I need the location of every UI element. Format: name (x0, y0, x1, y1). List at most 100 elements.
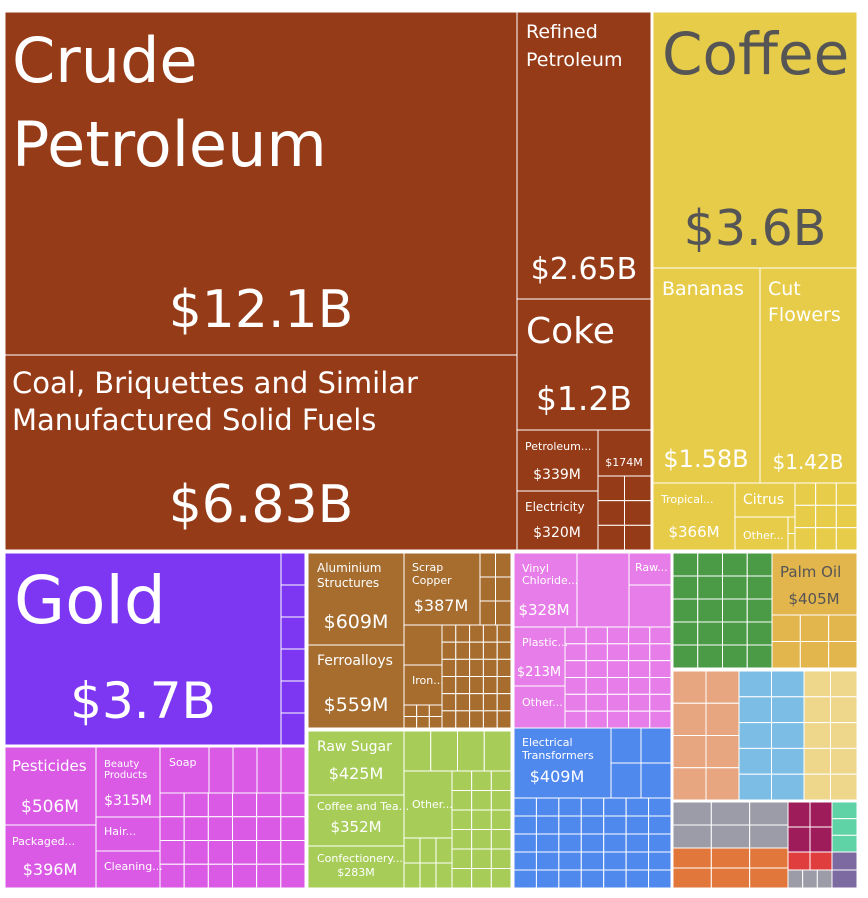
filler-tile-animal[interactable] (722, 575, 748, 600)
filler-tile-machines-2[interactable] (535, 797, 560, 817)
filler-tile-metals[interactable] (482, 658, 498, 677)
filler-tile-plastics-3[interactable] (564, 677, 587, 695)
filler-tile-chemicals[interactable] (256, 746, 282, 794)
filler-tile-chemicals-2[interactable] (280, 840, 306, 865)
filler-tile-metals-2[interactable] (403, 716, 418, 729)
filler-tile-textiles[interactable] (830, 747, 858, 775)
filler-tile-machines-2[interactable] (603, 869, 627, 889)
filler-tile-foodstuffs-2[interactable] (451, 868, 473, 889)
filler-tile-foodstuffs-2[interactable] (451, 770, 473, 791)
tile-packaged[interactable] (4, 824, 97, 889)
tile-coal-briquettes-and-similar-manufactured-solid-fuels[interactable] (4, 354, 518, 551)
filler-tile-animal[interactable] (697, 644, 723, 669)
filler-tile-metals[interactable] (455, 693, 471, 712)
tile-raw-sugar[interactable] (307, 730, 405, 796)
filler-tile-plastics-3[interactable] (564, 660, 587, 679)
filler-tile-paper[interactable] (705, 670, 740, 704)
filler-tile-foodstuffs-2[interactable] (451, 848, 473, 869)
tile-coffee[interactable] (652, 11, 858, 269)
filler-tile-vegetable[interactable] (794, 504, 817, 529)
tile-confectionery[interactable] (307, 845, 405, 889)
filler-tile-textiles[interactable] (830, 670, 858, 698)
filler-tile-metals[interactable] (469, 676, 484, 695)
filler-tile-foodstuffs-2[interactable] (451, 829, 473, 850)
filler-tile-machines-2[interactable] (603, 833, 627, 853)
filler-tile-paper[interactable] (672, 767, 707, 801)
filler-tile-stone-2[interactable] (802, 869, 818, 889)
filler-tile-paper[interactable] (672, 670, 707, 704)
tile-coke[interactable] (516, 298, 652, 431)
filler-tile-metals-2[interactable] (403, 704, 418, 717)
filler-tile-metals[interactable] (469, 710, 484, 729)
tile-soap[interactable] (159, 746, 210, 794)
filler-tile-machines-2[interactable] (558, 797, 582, 817)
filler-tile-plastics-3[interactable] (564, 643, 587, 662)
filler-tile-vegetable[interactable] (835, 504, 858, 529)
filler-tile-vegetable[interactable] (815, 482, 837, 506)
filler-tile-metals[interactable] (441, 641, 457, 660)
filler-tile-chemicals-2[interactable] (183, 863, 209, 889)
filler-tile-paper[interactable] (705, 702, 740, 736)
filler-tile-machines-2[interactable] (603, 851, 627, 871)
filler-tile-machines-2[interactable] (513, 869, 537, 889)
filler-tile-machines-2[interactable] (513, 851, 537, 871)
filler-tile-plastics-3[interactable] (564, 710, 587, 729)
filler-tile-animal[interactable] (722, 644, 748, 669)
filler-tile-instruments[interactable] (787, 826, 811, 853)
filler-tile-chemicals-2[interactable] (159, 792, 185, 818)
filler-tile-foodstuffs-2[interactable] (490, 809, 512, 830)
filler-tile-plastics-3[interactable] (585, 626, 608, 645)
filler-tile-foodstuffs[interactable] (483, 730, 512, 772)
tile-crude-petroleum[interactable] (4, 11, 518, 356)
filler-tile-metals[interactable] (441, 710, 457, 729)
filler-tile-plastics-3[interactable] (649, 660, 672, 679)
filler-tile-paper[interactable] (672, 702, 707, 736)
filler-tile-animal[interactable] (722, 621, 748, 646)
filler-tile-animal[interactable] (746, 575, 773, 600)
filler-tile-wood[interactable] (738, 670, 772, 698)
filler-tile-chemicals-2[interactable] (256, 863, 282, 889)
filler-tile-chemicals-2[interactable] (232, 792, 258, 818)
tile-gold[interactable] (4, 552, 282, 746)
filler-tile-textiles[interactable] (830, 722, 858, 749)
filler-tile-foodstuffs-2[interactable] (451, 790, 473, 811)
filler-tile-textiles[interactable] (803, 696, 831, 724)
filler-tile-foodstuffs-2[interactable] (471, 848, 492, 869)
filler-tile-plastics-3[interactable] (585, 710, 608, 729)
filler-tile-plastics-3[interactable] (564, 693, 587, 712)
filler-tile-metals-2[interactable] (416, 716, 430, 729)
filler-tile-transport[interactable] (749, 867, 789, 889)
filler-tile-chemicals-2[interactable] (280, 816, 306, 841)
filler-tile-foodstuffs-3[interactable] (403, 837, 421, 864)
filler-tile-gold[interactable] (280, 712, 306, 746)
filler-tile-stone-2[interactable] (787, 869, 804, 889)
filler-tile-metals[interactable] (455, 710, 471, 729)
filler-tile-machines-2[interactable] (558, 869, 582, 889)
filler-tile-foodstuffs-2[interactable] (490, 770, 512, 791)
filler-tile-vegetable[interactable] (815, 527, 837, 551)
tile-citrus[interactable] (734, 482, 796, 518)
filler-tile-foodstuffs-2[interactable] (490, 829, 512, 850)
filler-tile-stone[interactable] (749, 824, 789, 849)
filler-tile-plastics[interactable] (576, 552, 630, 628)
filler-tile-plastics-2[interactable] (628, 584, 672, 628)
filler-tile-paper[interactable] (672, 735, 707, 769)
filler-tile-plastics-3[interactable] (628, 643, 651, 662)
filler-tile-metals[interactable] (469, 693, 484, 712)
filler-tile-machines-2[interactable] (625, 815, 650, 835)
filler-tile-stone[interactable] (672, 824, 712, 849)
filler-tile-metals[interactable] (455, 641, 471, 660)
filler-tile-foodstuffs-2[interactable] (490, 868, 512, 889)
filler-tile-machines-2[interactable] (535, 815, 560, 835)
filler-tile-mineral[interactable] (624, 524, 652, 551)
filler-tile-plastics-3[interactable] (606, 643, 630, 662)
filler-tile-stone-2[interactable] (816, 869, 833, 889)
filler-tile-foodstuffs-2[interactable] (490, 790, 512, 811)
filler-tile-foodstuffs-2[interactable] (490, 848, 512, 869)
filler-tile-metals[interactable] (496, 693, 512, 712)
filler-tile-textiles[interactable] (803, 747, 831, 775)
filler-tile-foodstuffs-2[interactable] (471, 829, 492, 850)
filler-tile-plastics-3[interactable] (649, 626, 672, 645)
filler-tile-chemicals[interactable] (280, 746, 306, 794)
filler-tile-machines-2[interactable] (580, 833, 605, 853)
